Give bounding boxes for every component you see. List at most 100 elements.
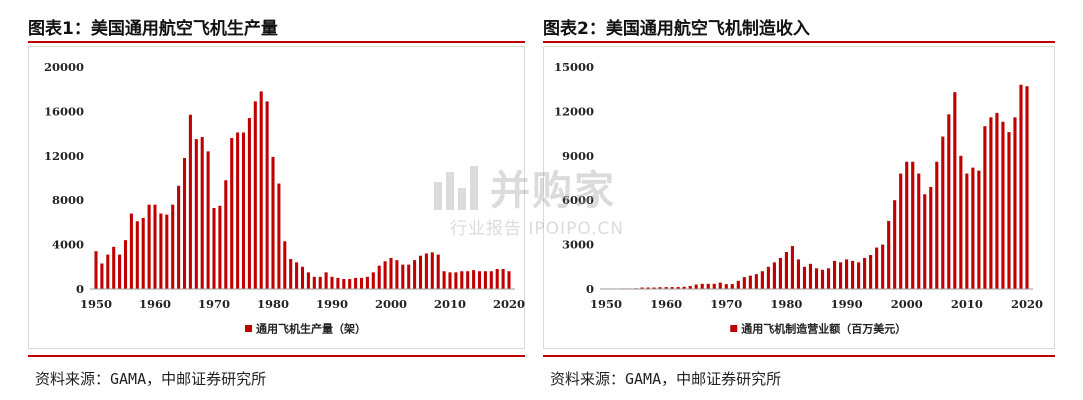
bar-1977	[766, 266, 770, 289]
bar-1979	[265, 101, 269, 289]
x-tick-label: 1960	[650, 297, 682, 311]
x-tick-label: 1980	[770, 297, 802, 311]
bar-2000	[905, 161, 909, 289]
bar-1960	[664, 287, 668, 289]
bar-2002	[401, 264, 405, 289]
bar-1980	[784, 252, 788, 289]
bar-1975	[754, 274, 758, 289]
y-tick-label: 8000	[52, 193, 84, 207]
figure-title: 图表2：美国通用航空飞机制造收入	[543, 19, 810, 39]
bar-1954	[118, 254, 122, 289]
bar-1950	[94, 251, 98, 289]
bar-1959	[147, 204, 151, 289]
bar-2020	[1025, 86, 1029, 289]
bar-2007	[947, 114, 951, 289]
bar-1973	[742, 277, 746, 289]
bar-1996	[365, 276, 369, 289]
bar-1992	[857, 262, 861, 289]
bar-1987	[312, 276, 316, 289]
bar-1988	[318, 276, 322, 289]
bar-1991	[851, 260, 855, 289]
bar-1996	[881, 244, 885, 289]
bar-1958	[652, 287, 656, 289]
bar-1956	[129, 213, 133, 289]
bar-1989	[838, 262, 843, 289]
bar-1952	[106, 254, 110, 289]
bar-1979	[778, 257, 782, 289]
bar-2004	[929, 186, 933, 289]
bar-1968	[712, 283, 716, 289]
bar-1957	[135, 221, 139, 289]
legend-label: 通用飞机制造营业额（百万美元）	[741, 322, 906, 336]
bar-1966	[188, 114, 192, 289]
bar-1961	[670, 287, 674, 289]
x-tick-label: 1990	[316, 297, 348, 311]
bar-1971	[730, 284, 734, 289]
bar-1984	[295, 262, 299, 289]
bar-1986	[306, 272, 310, 289]
bar-1992	[342, 279, 346, 289]
bar-2010	[965, 173, 969, 289]
bar-1953	[112, 246, 116, 289]
x-tick-label: 1950	[80, 297, 112, 311]
bar-1975	[241, 132, 246, 289]
x-tick-label: 2010	[434, 297, 466, 311]
y-tick-label: 12000	[44, 149, 84, 163]
y-tick-label: 9000	[562, 149, 594, 163]
y-tick-label: 0	[586, 282, 594, 296]
bar-1998	[893, 200, 897, 289]
bar-1965	[694, 284, 698, 289]
bar-2012	[977, 170, 981, 289]
bar-2002	[917, 173, 921, 289]
bar-1998	[377, 265, 381, 289]
bar-2008	[953, 92, 957, 289]
figure-1: 图表1：美国通用航空飞机生产量 0 4000 8000 12000 16000 20000…	[28, 0, 525, 400]
bar-1981	[277, 183, 281, 289]
bar-1976	[760, 271, 764, 289]
bar-2004	[413, 260, 417, 289]
bar-1982	[796, 259, 801, 289]
bar-2001	[911, 161, 915, 289]
bar-1955	[123, 240, 128, 289]
bar-2014	[472, 270, 476, 289]
bar-1951	[100, 263, 104, 289]
y-tick-label: 6000	[562, 193, 594, 207]
bar-2020	[507, 271, 511, 289]
bar-1967	[706, 283, 710, 289]
chart-frame: 0 3000 6000 9000 12000 15000 1950 1960 1970 1980 1…	[543, 46, 1055, 349]
y-tick-label: 15000	[554, 60, 594, 74]
production-bar-chart: 0 4000 8000 12000 16000 20000 1950 1960 1970 1980…	[44, 60, 525, 336]
bar-2009	[959, 155, 963, 289]
bar-1989	[324, 272, 328, 289]
bar-2014	[989, 117, 993, 289]
bar-1968	[200, 136, 204, 289]
bar-1980	[271, 156, 275, 289]
source-note: 资料来源：GAMA，中邮证券研究所	[35, 370, 267, 388]
bar-1965	[182, 158, 187, 289]
bar-1981	[790, 246, 795, 289]
bar-2013	[466, 271, 470, 289]
legend-swatch	[730, 325, 738, 332]
bar-2010	[448, 272, 452, 289]
bar-1972	[736, 280, 740, 289]
bar-1971	[218, 205, 222, 289]
bar-1983	[802, 266, 807, 289]
bar-1994	[354, 277, 358, 289]
title-rule	[28, 41, 525, 43]
figure-title: 图表1：美国通用航空飞机生产量	[28, 19, 278, 39]
bar-1984	[808, 263, 813, 289]
bar-2015	[477, 271, 482, 289]
bar-1970	[724, 284, 728, 289]
bar-2005	[418, 255, 423, 289]
bar-2017	[1007, 132, 1011, 289]
y-tick-label: 20000	[44, 60, 84, 74]
chart-frame: 0 4000 8000 12000 16000 20000 1950 1960 1970 1980…	[28, 46, 525, 349]
bar-1967	[194, 139, 198, 289]
source-note: 资料来源：GAMA，中邮证券研究所	[550, 370, 782, 388]
bar-1978	[259, 91, 263, 289]
bar-1963	[682, 286, 686, 289]
bar-1991	[336, 277, 340, 289]
bar-1961	[159, 213, 163, 289]
bar-2011	[454, 272, 458, 289]
x-tick-label: 2020	[1011, 297, 1043, 311]
